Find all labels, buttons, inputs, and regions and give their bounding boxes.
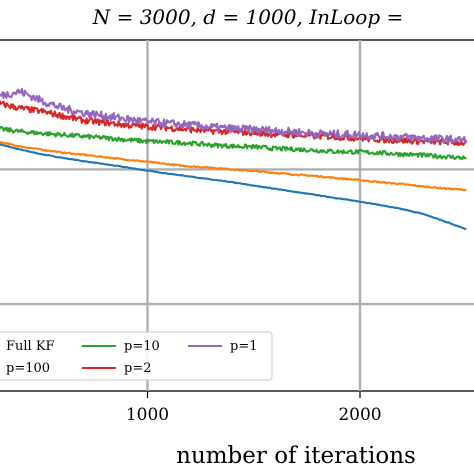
legend-label-p-10: p=10 — [124, 339, 160, 354]
x-tick-label: 2000 — [338, 405, 381, 425]
legend-box — [0, 331, 273, 381]
chart-title: N = 3000, d = 1000, InLoop = — [92, 5, 404, 29]
x-axis-label: number of iterations — [176, 443, 416, 469]
series-line-p-10 — [0, 126, 467, 161]
series-line-full-kf — [0, 143, 467, 231]
legend-label-full-kf: Full KF — [6, 339, 55, 354]
series-line-p-1 — [0, 87, 468, 145]
x-axis-ticks: 1000 2000 — [126, 391, 382, 425]
series-lines — [0, 87, 468, 231]
legend-label-p-1: p=1 — [230, 339, 258, 354]
x-tick-label: 1000 — [126, 405, 169, 425]
legend-label-p-2: p=2 — [124, 361, 152, 376]
legend-label-p-100: p=100 — [6, 361, 50, 376]
legend-entries: Full KF p=10 p=1 p=100 p=2 — [6, 339, 258, 376]
series-line-p-100 — [0, 140, 467, 192]
legend: Full KF p=10 p=1 p=100 p=2 — [0, 331, 273, 381]
